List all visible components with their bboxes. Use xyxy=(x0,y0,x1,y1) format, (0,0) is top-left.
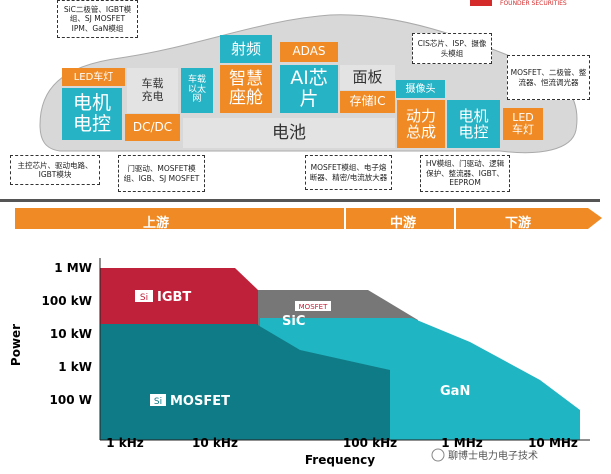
sic-label: SiC xyxy=(282,314,305,329)
badge xyxy=(295,301,331,311)
block: 车载充电 xyxy=(127,68,178,113)
note: SiC二极管、IGBT模组、SJ MOSFET IPM、GaN模组 xyxy=(57,0,138,38)
y-tick-label: 100 W xyxy=(50,393,92,407)
block: 存储IC xyxy=(340,91,395,113)
block: 车载以太网 xyxy=(181,68,213,113)
stage-label: 下游 xyxy=(505,216,532,231)
block: 动力总成 xyxy=(397,100,445,148)
region-si-mosfet xyxy=(100,324,390,440)
block: AI芯片 xyxy=(280,65,338,113)
block: 智慧座舱 xyxy=(220,65,272,113)
block: 电机电控 xyxy=(447,100,500,148)
mosfet-label: MOSFET xyxy=(170,394,230,409)
y-tick-label: 100 kW xyxy=(42,294,92,308)
note: CIS芯片、ISP、摄像头模组 xyxy=(412,33,492,64)
divider xyxy=(0,199,600,202)
block: LED车灯 xyxy=(62,68,125,86)
badge xyxy=(135,290,153,302)
x-axis-label: Frequency xyxy=(305,453,375,467)
sic-badge: MOSFET xyxy=(299,303,328,311)
block: 射频 xyxy=(220,35,272,63)
x-tick-label: 10 MHz xyxy=(528,436,578,450)
igbt-badge: Si xyxy=(140,293,148,303)
stage-label: 上游 xyxy=(143,216,170,231)
x-tick-label: 1 kHz xyxy=(106,436,144,450)
x-tick-label: 1 MHz xyxy=(441,436,483,450)
igbt-label: IGBT xyxy=(157,290,191,305)
y-tick-label: 1 MW xyxy=(54,261,92,275)
y-tick-label: 10 kW xyxy=(50,327,92,341)
block: LED车灯 xyxy=(503,108,543,140)
note: HV模组、门驱动、逻辑保护、整流器、IGBT、EEPROM xyxy=(420,155,510,192)
block: 电机电控 xyxy=(62,88,122,140)
note: MOSFET、二极管、整流器、恒流调光器 xyxy=(507,55,590,100)
logo-mark xyxy=(470,0,492,6)
block: 电池 xyxy=(183,118,395,148)
logo: FOUNDER SECURITIES xyxy=(500,0,567,7)
note: 主控芯片、驱动电路、IGBT模块 xyxy=(10,155,100,185)
stage-label: 中游 xyxy=(390,216,417,231)
note: MOSFET模组、电子熔断器、精密/电流放大器 xyxy=(305,155,392,190)
block: DC/DC xyxy=(125,114,180,141)
x-tick-label: 10 kHz xyxy=(192,436,238,450)
badge xyxy=(150,394,166,406)
y-tick-label: 1 kW xyxy=(58,360,92,374)
mosfet-badge: Si xyxy=(154,397,162,407)
block: ADAS xyxy=(280,42,338,62)
note: 门驱动、MOSFET模组、IGB、SJ MOSFET xyxy=(118,155,205,192)
gan-label: GaN xyxy=(440,384,470,399)
watermark-icon xyxy=(431,448,445,462)
block: 摄像头 xyxy=(396,80,445,98)
y-axis-label: Power xyxy=(9,324,23,366)
block: 面板 xyxy=(340,65,395,90)
watermark: 聊博士电力电子技术 xyxy=(448,449,538,462)
x-tick-label: 100 kHz xyxy=(343,436,397,450)
